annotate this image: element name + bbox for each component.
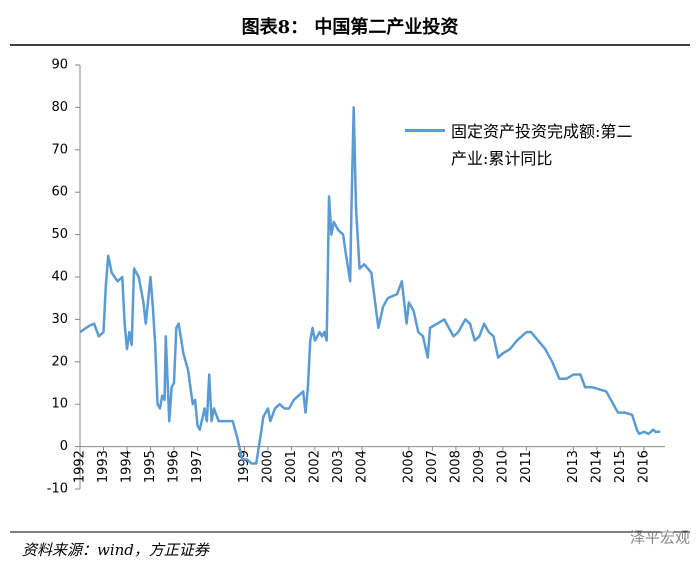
legend-swatch — [405, 129, 445, 132]
y-tick-label: 70 — [51, 142, 68, 157]
x-tick-label: 2004 — [354, 450, 369, 483]
x-tick-label: 1995 — [143, 450, 158, 483]
x-tick-label: 1997 — [190, 450, 205, 483]
x-tick-label: 1994 — [119, 450, 134, 483]
y-tick-label: 20 — [51, 354, 68, 369]
y-tick-label: 90 — [51, 58, 68, 73]
x-tick-label: 2001 — [284, 450, 299, 483]
x-tick-label: 2013 — [566, 450, 581, 483]
y-tick-label: 60 — [51, 185, 68, 200]
x-tick-label: 2003 — [331, 450, 346, 483]
y-tick-label: 40 — [51, 270, 68, 285]
x-tick-label: 2011 — [519, 450, 534, 483]
x-tick-label: 2016 — [636, 450, 651, 483]
y-tick-label: 10 — [51, 397, 68, 412]
y-tick-label: -10 — [47, 482, 68, 497]
legend: 固定资产投资完成额:第二产业:累计同比 — [405, 118, 636, 172]
x-tick-label: 1996 — [166, 450, 181, 483]
source: 资料来源：wind，方正证券 — [22, 541, 210, 559]
x-tick-label: 2007 — [425, 450, 440, 483]
x-tick-label: 2000 — [260, 450, 275, 483]
x-tick-label: 1993 — [96, 450, 111, 483]
legend-label: 固定资产投资完成额:第二产业:累计同比 — [451, 122, 633, 168]
x-tick-label: 2009 — [472, 450, 487, 483]
y-tick-label: 50 — [51, 227, 68, 242]
x-tick-label: 2002 — [307, 450, 322, 483]
x-tick-label: 2015 — [613, 450, 628, 483]
x-tick-label: 2008 — [448, 450, 463, 483]
x-tick-label: 2014 — [589, 450, 604, 483]
y-tick-label: 0 — [60, 439, 68, 454]
x-tick-label: 2006 — [401, 450, 416, 483]
x-tick-label: 1992 — [73, 450, 88, 483]
chart-title: 图表8： 中国第二产业投资 — [242, 16, 459, 38]
y-tick-label: 80 — [51, 100, 68, 115]
x-tick-label: 2010 — [495, 450, 510, 483]
watermark: 泽平宏观 — [630, 529, 690, 547]
series-line — [79, 106, 661, 465]
y-tick-label: 30 — [51, 312, 68, 327]
x-tick-label: 1999 — [237, 450, 252, 483]
